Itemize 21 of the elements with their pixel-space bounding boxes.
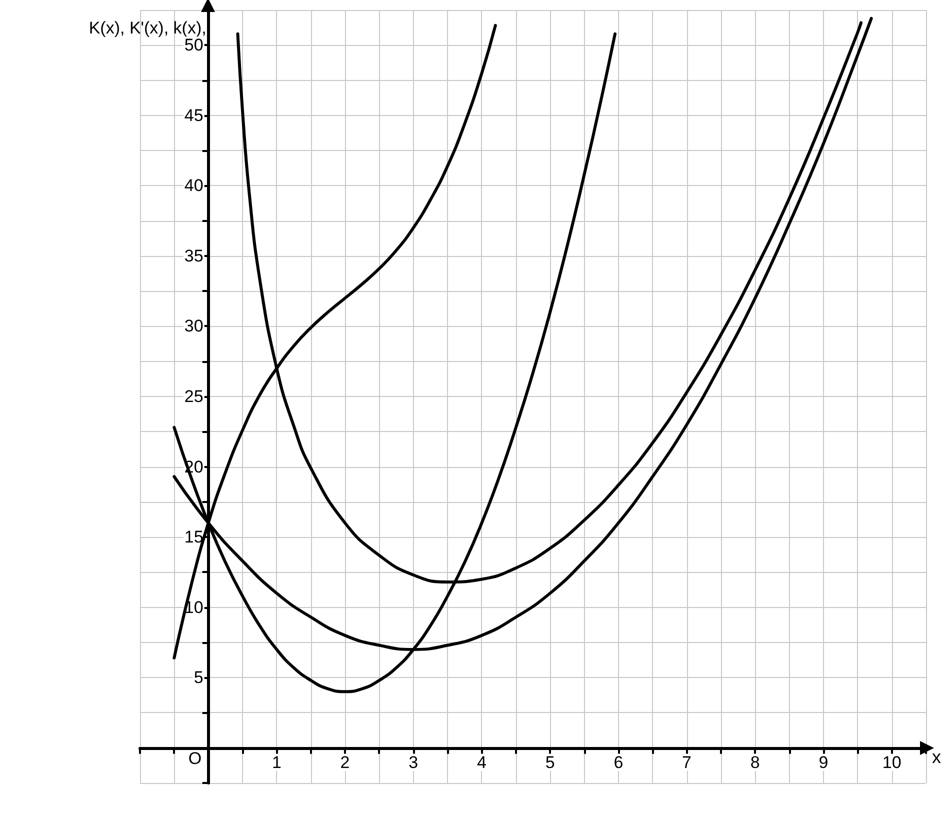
x-tick-label: 3 (408, 752, 418, 772)
y-tick-label: 25 (184, 387, 204, 406)
annotation: O (188, 748, 202, 768)
y-tick-label: 35 (184, 246, 204, 266)
x-tick-label: 9 (818, 752, 828, 772)
x-tick-label: 2 (340, 752, 350, 772)
x-tick-label: 8 (750, 752, 760, 772)
y-axis-title: K(x), K'(x), k(x), (88, 18, 206, 38)
y-tick-label: 30 (184, 316, 204, 336)
x-tick-label: 10 (882, 752, 902, 772)
y-tick-label: 40 (184, 176, 204, 196)
x-tick-label: 4 (477, 752, 486, 772)
x-tick-label: 1 (272, 752, 282, 772)
x-tick-label: 7 (682, 752, 692, 772)
y-tick-label: 50 (184, 36, 204, 55)
x-tick-label: 5 (545, 752, 555, 772)
y-tick-label: 5 (194, 668, 204, 688)
y-tick-label: 15 (184, 528, 204, 547)
y-tick-label: 45 (184, 106, 204, 125)
x-tick-label: 6 (614, 752, 624, 772)
x-axis-title: x (932, 746, 941, 767)
